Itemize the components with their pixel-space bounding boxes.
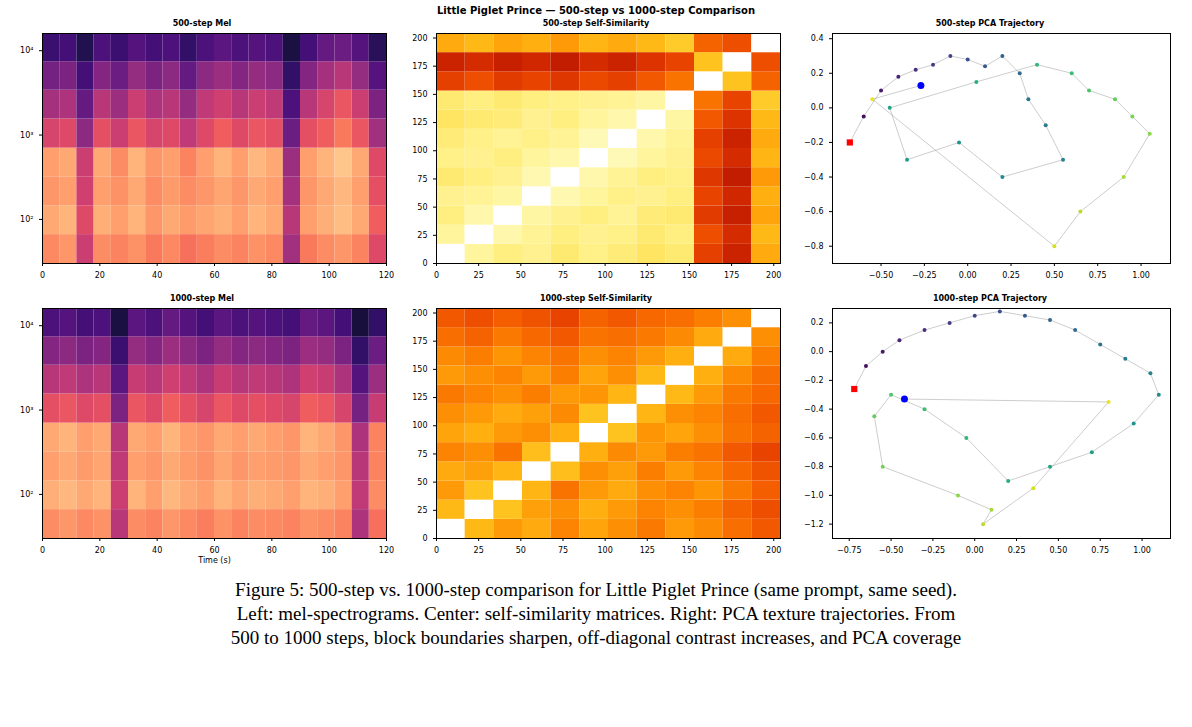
svg-text:0.00: 0.00 bbox=[966, 546, 984, 555]
svg-text:−0.6: −0.6 bbox=[804, 433, 823, 442]
svg-text:0: 0 bbox=[40, 271, 45, 280]
svg-text:0.2: 0.2 bbox=[811, 69, 824, 78]
svg-text:80: 80 bbox=[267, 546, 277, 555]
svg-text:−0.4: −0.4 bbox=[804, 173, 823, 182]
svg-text:0.50: 0.50 bbox=[1049, 546, 1067, 555]
svg-text:0: 0 bbox=[40, 546, 45, 555]
svg-text:0.75: 0.75 bbox=[1089, 271, 1107, 280]
svg-text:20: 20 bbox=[95, 271, 105, 280]
svg-text:0: 0 bbox=[422, 534, 427, 543]
svg-text:25: 25 bbox=[474, 546, 484, 555]
svg-text:−0.8: −0.8 bbox=[804, 462, 823, 471]
svg-text:100: 100 bbox=[322, 271, 337, 280]
svg-text:−0.25: −0.25 bbox=[921, 546, 946, 555]
svg-text:−1.2: −1.2 bbox=[804, 520, 823, 529]
svg-text:10²: 10² bbox=[20, 215, 33, 224]
svg-text:50: 50 bbox=[417, 203, 427, 212]
svg-text:40: 40 bbox=[152, 271, 162, 280]
svg-text:0: 0 bbox=[434, 546, 439, 555]
svg-text:50: 50 bbox=[516, 546, 526, 555]
svg-text:10³: 10³ bbox=[20, 406, 33, 415]
svg-text:−0.50: −0.50 bbox=[879, 546, 904, 555]
svg-text:25: 25 bbox=[417, 231, 427, 240]
svg-text:40: 40 bbox=[152, 546, 162, 555]
svg-text:−0.50: −0.50 bbox=[869, 271, 894, 280]
svg-text:100: 100 bbox=[322, 546, 337, 555]
svg-text:1.00: 1.00 bbox=[1133, 546, 1151, 555]
svg-text:80: 80 bbox=[267, 271, 277, 280]
svg-text:−1.0: −1.0 bbox=[804, 491, 823, 500]
html-text:500 to 1000 steps, block bound: 500 to 1000 steps, block boundaries shar… bbox=[230, 627, 962, 648]
svg-text:−0.2: −0.2 bbox=[804, 376, 823, 385]
svg-text:60: 60 bbox=[209, 546, 219, 555]
html-text:500-step PCA Trajectory: 500-step PCA Trajectory bbox=[935, 19, 1045, 28]
svg-text:120: 120 bbox=[379, 546, 394, 555]
svg-text:75: 75 bbox=[417, 175, 427, 184]
svg-text:75: 75 bbox=[558, 546, 568, 555]
svg-text:100: 100 bbox=[412, 421, 427, 430]
svg-text:175: 175 bbox=[412, 337, 427, 346]
svg-text:25: 25 bbox=[474, 271, 484, 280]
svg-text:10²: 10² bbox=[20, 490, 33, 499]
svg-text:75: 75 bbox=[417, 450, 427, 459]
svg-text:−0.6: −0.6 bbox=[804, 207, 823, 216]
html-text:500-step Mel: 500-step Mel bbox=[172, 19, 232, 28]
svg-text:100: 100 bbox=[597, 546, 612, 555]
svg-text:200: 200 bbox=[412, 309, 427, 318]
svg-text:10⁴: 10⁴ bbox=[20, 46, 33, 55]
svg-text:0.0: 0.0 bbox=[811, 347, 824, 356]
svg-text:0.25: 0.25 bbox=[1008, 546, 1026, 555]
svg-text:125: 125 bbox=[640, 271, 655, 280]
html-text:1000-step Mel: 1000-step Mel bbox=[169, 294, 235, 303]
svg-text:175: 175 bbox=[412, 62, 427, 71]
svg-text:1.00: 1.00 bbox=[1132, 271, 1150, 280]
html-text:1000-step PCA Trajectory: 1000-step PCA Trajectory bbox=[932, 294, 1048, 303]
svg-text:0.2: 0.2 bbox=[811, 318, 824, 327]
html-text:1000-step Self-Similarity: 1000-step Self-Similarity bbox=[539, 294, 653, 303]
svg-text:125: 125 bbox=[412, 393, 427, 402]
svg-text:50: 50 bbox=[516, 271, 526, 280]
svg-text:175: 175 bbox=[724, 271, 739, 280]
svg-text:75: 75 bbox=[558, 271, 568, 280]
svg-text:0.75: 0.75 bbox=[1091, 546, 1109, 555]
svg-text:150: 150 bbox=[682, 546, 697, 555]
html-text:Figure 5: 500-step vs. 1000-st: Figure 5: 500-step vs. 1000-step compari… bbox=[235, 579, 957, 600]
svg-text:0.50: 0.50 bbox=[1045, 271, 1063, 280]
svg-text:0: 0 bbox=[422, 259, 427, 268]
svg-text:175: 175 bbox=[724, 546, 739, 555]
svg-text:150: 150 bbox=[412, 90, 427, 99]
svg-text:150: 150 bbox=[682, 271, 697, 280]
svg-text:0.4: 0.4 bbox=[811, 34, 824, 43]
svg-text:20: 20 bbox=[95, 546, 105, 555]
html-text:500-step Self-Similarity: 500-step Self-Similarity bbox=[542, 19, 650, 28]
svg-text:200: 200 bbox=[412, 34, 427, 43]
svg-text:100: 100 bbox=[597, 271, 612, 280]
svg-text:100: 100 bbox=[412, 146, 427, 155]
svg-text:120: 120 bbox=[379, 271, 394, 280]
svg-text:−0.8: −0.8 bbox=[804, 242, 823, 251]
svg-text:200: 200 bbox=[766, 546, 781, 555]
html-text:Little Piglet Prince — 500-ste: Little Piglet Prince — 500-step vs 1000-… bbox=[437, 5, 755, 16]
svg-text:0.25: 0.25 bbox=[1002, 271, 1020, 280]
svg-text:10³: 10³ bbox=[20, 131, 33, 140]
svg-text:−0.75: −0.75 bbox=[837, 546, 862, 555]
svg-text:−0.2: −0.2 bbox=[804, 138, 823, 147]
svg-text:Time (s): Time (s) bbox=[197, 556, 231, 565]
svg-text:60: 60 bbox=[209, 271, 219, 280]
svg-text:−0.4: −0.4 bbox=[804, 405, 823, 414]
svg-text:0.0: 0.0 bbox=[811, 103, 824, 112]
svg-text:50: 50 bbox=[417, 478, 427, 487]
svg-text:0: 0 bbox=[434, 271, 439, 280]
svg-text:25: 25 bbox=[417, 506, 427, 515]
svg-text:125: 125 bbox=[640, 546, 655, 555]
svg-text:150: 150 bbox=[412, 365, 427, 374]
svg-text:−0.25: −0.25 bbox=[912, 271, 937, 280]
svg-text:10⁴: 10⁴ bbox=[20, 321, 33, 330]
svg-text:125: 125 bbox=[412, 118, 427, 127]
svg-text:0.00: 0.00 bbox=[959, 271, 977, 280]
html-text:Left: mel-spectrograms. Center: Left: mel-spectrograms. Center: self-sim… bbox=[236, 603, 956, 624]
svg-text:200: 200 bbox=[766, 271, 781, 280]
